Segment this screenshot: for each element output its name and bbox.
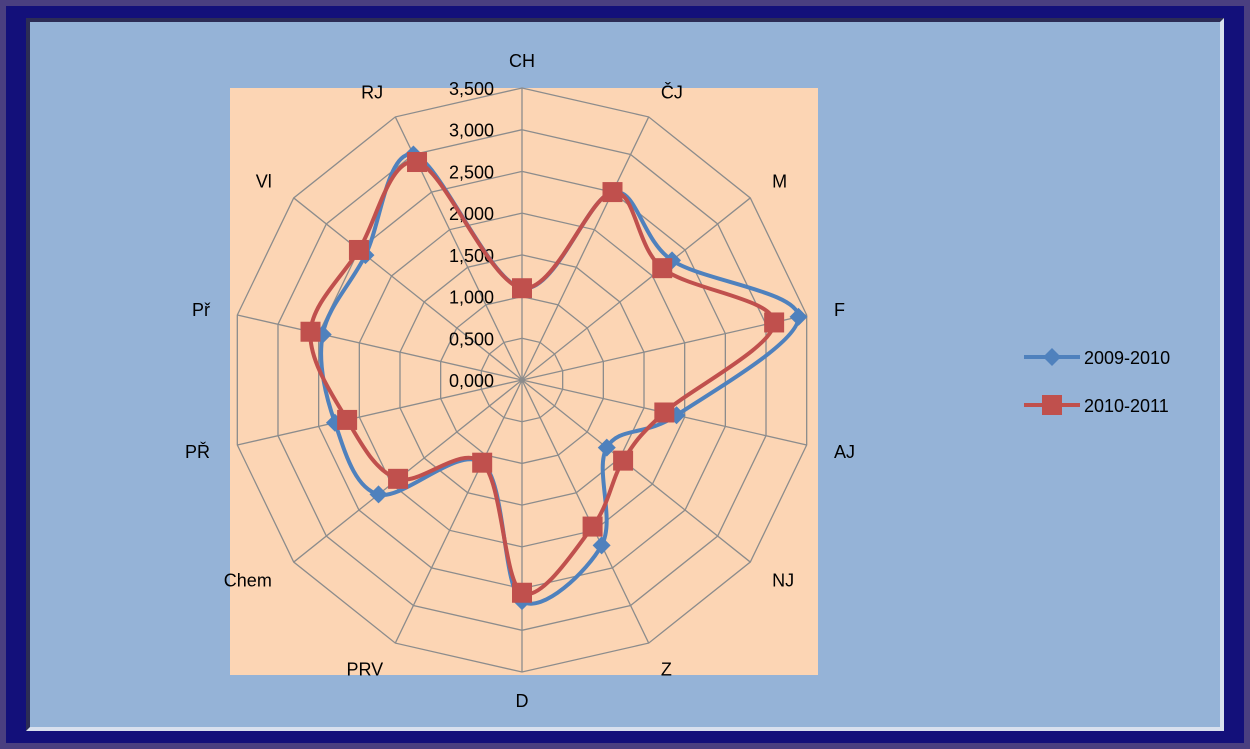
tick-label: 0,500 [449,329,494,349]
category-label: F [834,300,845,320]
category-label: RJ [361,83,383,103]
category-label: Př [192,300,211,320]
category-label: PRV [346,659,383,679]
data-point [602,182,623,203]
category-label: AJ [834,442,855,462]
data-point [764,312,785,333]
data-point [512,582,532,603]
series-layer [300,145,808,611]
category-label: Chem [224,571,272,591]
legend: 2009-2010 2010-2011 [1024,348,1170,416]
grid-spoke [237,314,523,381]
category-label: PŘ [185,442,210,462]
data-point [592,536,611,555]
data-point [613,450,634,471]
grid-spoke [394,379,523,644]
data-point [300,321,321,342]
tick-label: 2,000 [449,204,494,224]
grid-spoke [521,197,751,381]
grid-spoke [521,379,751,563]
data-point [407,152,428,173]
category-label: ČJ [661,82,683,103]
legend-label: 2009-2010 [1084,348,1170,368]
grid-spoke [521,314,807,381]
data-point [512,278,532,299]
legend-marker [1043,348,1061,366]
grid-layer [236,87,808,673]
tick-label: 3,500 [449,79,494,99]
category-labels: CH ČJ M F AJ NJ Z D PRV Chem PŘ Př Vl RJ [185,51,855,711]
legend-item: 2009-2010 [1024,348,1170,368]
tick-label: 1,000 [449,288,494,308]
data-point [348,239,369,260]
legend-item: 2010-2011 [1024,395,1169,416]
category-label: Vl [256,171,272,191]
data-point [789,307,808,326]
grid-spoke [237,379,523,446]
data-point [337,409,358,430]
data-point [597,438,616,457]
data-point [652,258,673,279]
tick-label: 3,000 [449,121,494,141]
grid-spoke [521,116,650,381]
data-point [472,452,493,473]
data-point [369,485,388,504]
tick-label: 0,000 [449,371,494,391]
legend-marker [1042,395,1062,415]
category-label: NJ [772,571,794,591]
grid-spoke [521,379,650,644]
series-2010-2011 [300,152,785,603]
category-label: Z [661,659,672,679]
legend-label: 2010-2011 [1084,396,1169,416]
tick-label: 2,500 [449,162,494,182]
category-label: M [772,171,787,191]
grid-spoke [293,197,523,381]
category-label: CH [509,51,535,71]
data-point [582,516,603,537]
data-point [654,402,675,423]
data-point [388,468,409,489]
category-label: D [516,691,529,711]
